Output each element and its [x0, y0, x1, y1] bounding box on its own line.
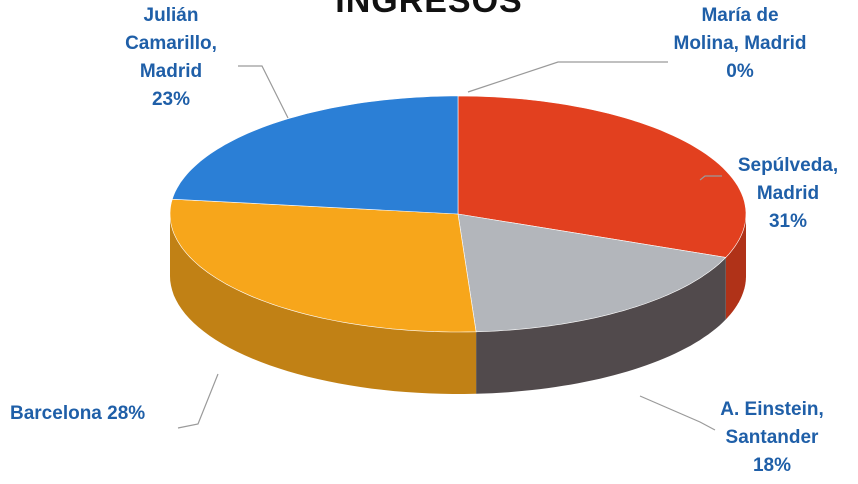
slice-4	[171, 95, 459, 215]
pie-sides	[170, 214, 746, 394]
leader-line-3	[177, 373, 219, 429]
slice-label-barcelona: Barcelona 28%	[10, 403, 146, 424]
leader-lines	[177, 61, 722, 431]
leader-line-4	[238, 65, 289, 119]
pie-slices	[169, 95, 747, 333]
slice-1	[457, 95, 747, 258]
slice-label-maria-de-molina: María de Molina, Madrid 0%	[673, 5, 807, 82]
slice-2	[457, 213, 727, 333]
slice-label-julian-camarillo: Julián Camarillo, Madrid 23%	[125, 5, 217, 110]
slice-side-1	[725, 214, 746, 320]
slice-label-sepulveda: Sepúlveda, Madrid 31%	[737, 155, 839, 232]
chart-title: INGRESOS	[335, 0, 523, 20]
slice-side-3	[170, 214, 477, 394]
slice-side-2	[476, 257, 726, 394]
leader-line-0	[467, 61, 668, 93]
leader-line-1	[699, 175, 722, 181]
slice-3	[169, 198, 477, 333]
leader-line-2	[639, 395, 716, 431]
slice-label-einstein: A. Einstein, Santander 18%	[720, 399, 824, 476]
